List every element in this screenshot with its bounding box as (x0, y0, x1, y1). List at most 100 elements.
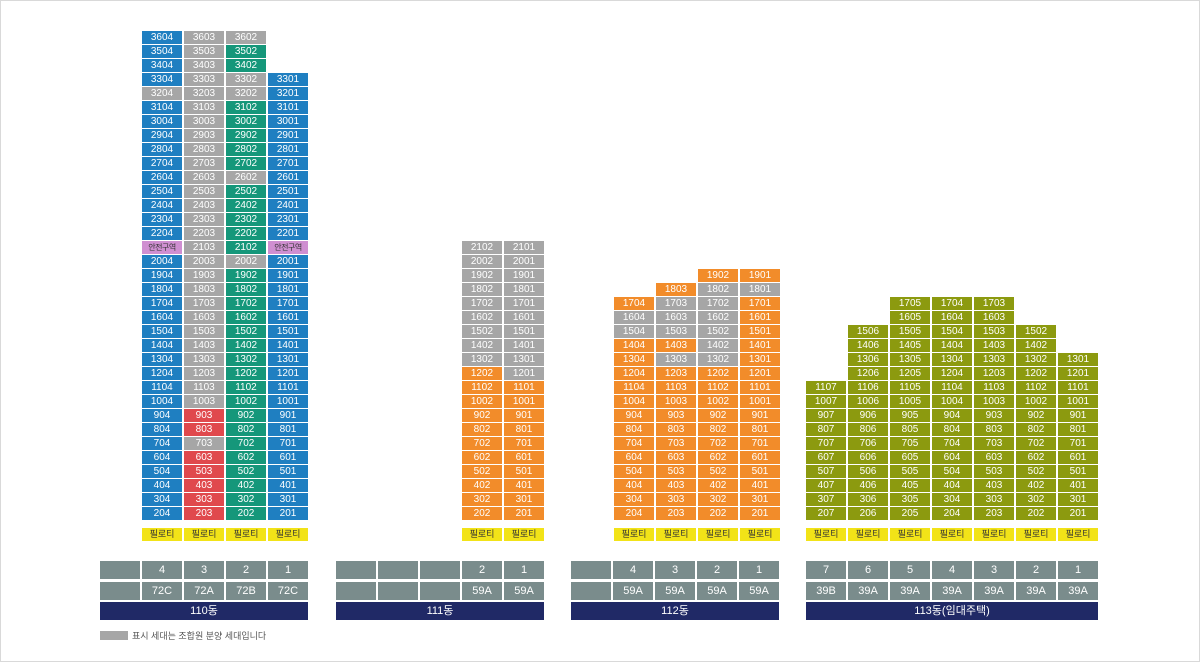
unit-cell: 803 (184, 423, 224, 436)
unit-cell: 2001 (268, 255, 308, 268)
unit-cell: 1902 (226, 269, 266, 282)
unit-cell: 2302 (226, 213, 266, 226)
header-empty-cell (100, 561, 140, 579)
unit-type-cell: 72C (268, 582, 308, 600)
unit-cell: 801 (268, 423, 308, 436)
unit-cell: 404 (932, 479, 972, 492)
unit-cell: 1901 (740, 269, 780, 282)
unit-cell: 303 (656, 493, 696, 506)
unit-cell: 1804 (142, 283, 182, 296)
unit-cell: 903 (184, 409, 224, 422)
unit-cell: 307 (806, 493, 846, 506)
unit-cell: 1404 (932, 339, 972, 352)
unit-cell: 503 (974, 465, 1014, 478)
unit-cell: 306 (848, 493, 888, 506)
unit-cell: 303 (974, 493, 1014, 506)
unit-cell: 501 (1058, 465, 1098, 478)
unit-cell: 1801 (268, 283, 308, 296)
unit-cell: 2402 (226, 199, 266, 212)
unit-cell: 1201 (1058, 367, 1098, 380)
unit-cell: 904 (614, 409, 654, 422)
legend-text: 표시 세대는 조합원 분양 세대입니다 (132, 631, 267, 641)
unit-cell: 2001 (504, 255, 544, 268)
unit-cell: 2401 (268, 199, 308, 212)
unit-cell: 1002 (462, 395, 502, 408)
pilotis-cell: 필로티 (740, 528, 780, 541)
pilotis-cell: 필로티 (890, 528, 930, 541)
unit-cell: 902 (698, 409, 738, 422)
unit-cell: 1402 (698, 339, 738, 352)
unit-cell: 2101 (504, 241, 544, 254)
unit-cell: 701 (504, 437, 544, 450)
unit-cell: 806 (848, 423, 888, 436)
unit-cell: 2704 (142, 157, 182, 170)
line-number-cell: 2 (697, 561, 737, 579)
unit-cell: 1802 (462, 283, 502, 296)
line-number-cell: 4 (932, 561, 972, 579)
unit-cell: 507 (806, 465, 846, 478)
pilotis-cell: 필로티 (806, 528, 846, 541)
unit-cell: 1002 (226, 395, 266, 408)
unit-cell: 401 (1058, 479, 1098, 492)
unit-cell: 1506 (848, 325, 888, 338)
unit-cell: 903 (974, 409, 1014, 422)
pilotis-cell: 필로티 (462, 528, 502, 541)
unit-cell: 2901 (268, 129, 308, 142)
unit-cell: 202 (1016, 507, 1056, 520)
unit-cell: 1102 (1016, 381, 1056, 394)
unit-type-cell: 39A (1016, 582, 1056, 600)
unit-cell: 1604 (614, 311, 654, 324)
safety-zone-cell: 안전구역 (142, 241, 182, 254)
unit-cell: 305 (890, 493, 930, 506)
unit-cell: 2303 (184, 213, 224, 226)
header-empty-cell (420, 561, 460, 579)
unit-cell: 801 (504, 423, 544, 436)
unit-cell: 1401 (740, 339, 780, 352)
unit-cell: 3102 (226, 101, 266, 114)
pilotis-cell: 필로티 (504, 528, 544, 541)
unit-cell: 201 (740, 507, 780, 520)
unit-cell: 404 (142, 479, 182, 492)
unit-cell: 401 (740, 479, 780, 492)
pilotis-cell: 필로티 (848, 528, 888, 541)
unit-cell: 1304 (932, 353, 972, 366)
unit-cell: 1005 (890, 395, 930, 408)
unit-cell: 1107 (806, 381, 846, 394)
unit-cell: 604 (932, 451, 972, 464)
unit-cell: 702 (462, 437, 502, 450)
pilotis-cell: 필로티 (656, 528, 696, 541)
unit-cell: 1405 (890, 339, 930, 352)
pilotis-cell: 필로티 (268, 528, 308, 541)
unit-cell: 2903 (184, 129, 224, 142)
unit-cell: 3403 (184, 59, 224, 72)
unit-cell: 2102 (226, 241, 266, 254)
unit-type-cell: 72B (226, 582, 266, 600)
unit-cell: 504 (614, 465, 654, 478)
unit-cell: 304 (142, 493, 182, 506)
unit-cell: 1203 (656, 367, 696, 380)
unit-cell: 2503 (184, 185, 224, 198)
unit-cell: 301 (740, 493, 780, 506)
unit-cell: 804 (142, 423, 182, 436)
unit-cell: 607 (806, 451, 846, 464)
unit-cell: 601 (1058, 451, 1098, 464)
unit-cell: 2801 (268, 143, 308, 156)
unit-cell: 703 (656, 437, 696, 450)
unit-cell: 1002 (698, 395, 738, 408)
unit-cell: 901 (504, 409, 544, 422)
unit-cell: 603 (656, 451, 696, 464)
unit-cell: 705 (890, 437, 930, 450)
unit-cell: 1501 (504, 325, 544, 338)
unit-cell: 2004 (142, 255, 182, 268)
unit-cell: 302 (698, 493, 738, 506)
unit-cell: 1704 (614, 297, 654, 310)
unit-cell: 1901 (268, 269, 308, 282)
unit-cell: 403 (656, 479, 696, 492)
unit-cell: 1305 (890, 353, 930, 366)
unit-cell: 1501 (268, 325, 308, 338)
unit-cell: 401 (504, 479, 544, 492)
unit-cell: 1904 (142, 269, 182, 282)
unit-cell: 1105 (890, 381, 930, 394)
unit-cell: 807 (806, 423, 846, 436)
unit-cell: 1205 (890, 367, 930, 380)
